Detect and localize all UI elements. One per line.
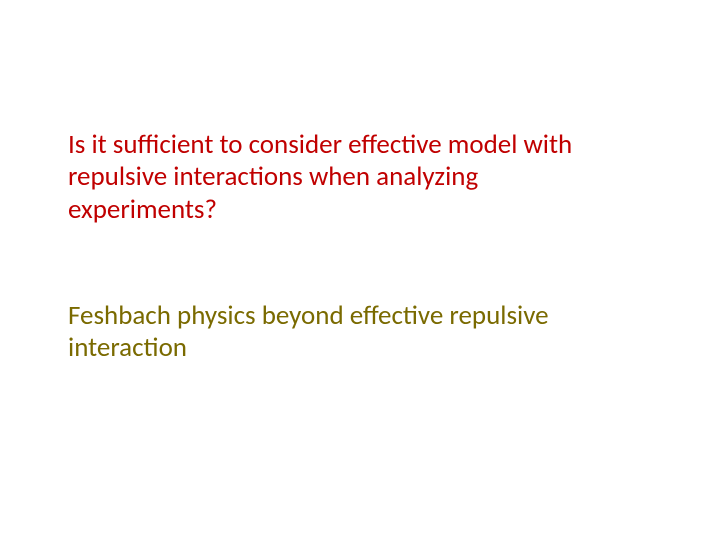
- question-paragraph: Is it sufficient to consider effective m…: [68, 129, 628, 226]
- statement-paragraph: Feshbach physics beyond effective repuls…: [68, 300, 628, 365]
- slide: Is it sufficient to consider effective m…: [0, 0, 720, 540]
